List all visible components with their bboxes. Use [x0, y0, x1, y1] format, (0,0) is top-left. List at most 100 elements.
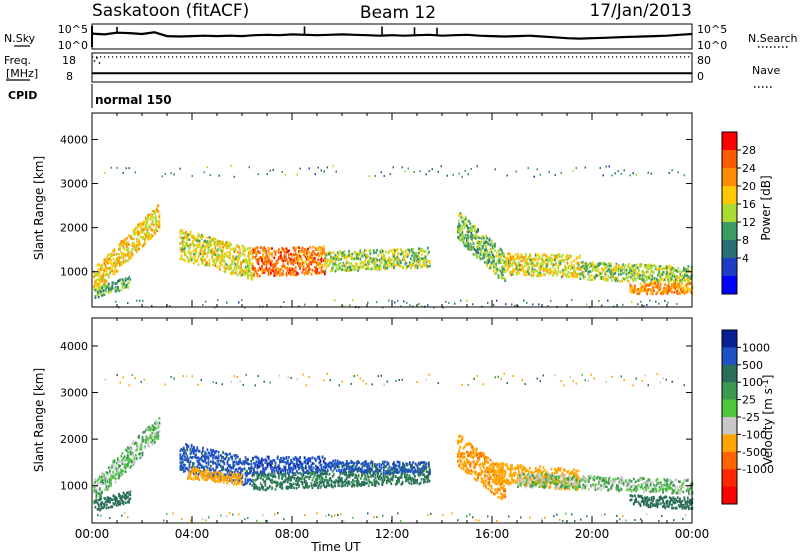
echo-cell	[308, 167, 310, 170]
echo-cell	[202, 446, 204, 450]
echo-cell	[473, 234, 476, 237]
echo-cell	[646, 304, 648, 306]
echo-cell	[494, 266, 496, 269]
echo-cell	[211, 478, 214, 481]
echo-cell	[294, 456, 297, 459]
echo-cell	[222, 245, 224, 249]
echo-cell	[270, 261, 272, 265]
echo-cell	[179, 232, 182, 236]
echo-cell	[617, 265, 620, 268]
echo-cell	[523, 264, 526, 267]
echo-cell	[158, 430, 161, 433]
echo-cell	[484, 250, 486, 254]
echo-cell	[222, 240, 224, 244]
echo-cell	[236, 273, 239, 277]
echo-cell	[141, 451, 144, 455]
echo-cell	[629, 266, 631, 270]
echo-cell	[548, 256, 551, 259]
echo-cell	[408, 249, 411, 252]
echo-cell	[637, 287, 640, 291]
echo-cell	[467, 239, 469, 242]
echo-cell	[309, 468, 312, 471]
echo-cell	[258, 251, 261, 254]
echo-cell	[687, 269, 690, 273]
echo-cell	[542, 272, 545, 276]
echo-cell	[263, 260, 266, 264]
echo-cell	[217, 255, 220, 258]
echo-cell	[266, 262, 269, 265]
echo-cell	[290, 252, 292, 256]
echo-cell	[386, 266, 389, 270]
echo-cell	[119, 248, 121, 251]
echo-cell	[302, 473, 305, 477]
echo-cell	[311, 253, 314, 257]
echo-cell	[353, 268, 356, 272]
echo-cell	[238, 266, 240, 269]
echo-cell	[118, 492, 120, 496]
echo-cell	[138, 434, 140, 438]
echo-cell	[225, 263, 228, 266]
echo-cell	[665, 273, 667, 276]
echo-cell	[103, 503, 106, 507]
echo-cell	[239, 248, 241, 251]
echo-cell	[672, 278, 675, 282]
echo-cell	[241, 462, 244, 466]
echo-cell	[152, 425, 155, 429]
echo-cell	[142, 222, 145, 226]
echo-cell	[173, 173, 175, 176]
echo-cell	[570, 274, 573, 278]
echo-cell	[218, 264, 221, 268]
echo-cell	[215, 466, 218, 470]
echo-cell	[470, 231, 473, 235]
echo-cell	[205, 457, 208, 460]
echo-cell	[293, 258, 296, 261]
echo-cell	[564, 272, 566, 276]
echo-cell	[146, 231, 148, 234]
echo-cell	[404, 249, 407, 253]
echo-cell	[187, 257, 190, 261]
echo-cell	[143, 430, 146, 434]
echo-cell	[629, 286, 632, 289]
echo-cell	[234, 263, 237, 266]
echo-cell	[654, 267, 657, 270]
echo-cell	[230, 473, 232, 477]
echo-cell	[181, 460, 184, 463]
echo-cell	[107, 276, 110, 279]
echo-cell	[281, 468, 284, 471]
echo-cell	[633, 277, 636, 280]
echo-cell	[614, 172, 616, 175]
echo-cell	[634, 285, 636, 289]
echo-cell	[234, 247, 237, 250]
echo-cell	[310, 464, 313, 467]
echo-cell	[458, 237, 460, 240]
echo-cell	[639, 287, 642, 291]
echo-cell	[546, 263, 548, 266]
echo-cell	[396, 261, 399, 264]
echo-cell	[552, 253, 555, 257]
echo-cell	[536, 168, 538, 171]
echo-cell	[282, 262, 285, 266]
echo-cell	[525, 273, 528, 276]
echo-cell	[276, 261, 279, 264]
echo-cell	[226, 462, 229, 466]
echo-cell	[189, 233, 192, 236]
echo-cell	[114, 465, 117, 468]
echo-cell	[608, 270, 611, 273]
echo-cell	[397, 263, 400, 266]
echo-cell	[646, 292, 649, 296]
echo-cell	[632, 265, 635, 268]
echo-cell	[138, 232, 140, 235]
echo-cell	[498, 268, 501, 272]
echo-cell	[204, 258, 206, 261]
echo-cell	[265, 467, 268, 470]
echo-cell	[207, 477, 209, 480]
echo-cell	[679, 273, 682, 277]
echo-cell	[488, 251, 491, 254]
echo-cell	[108, 497, 110, 500]
echo-cell	[685, 283, 688, 287]
echo-cell	[667, 273, 670, 277]
echo-cell	[546, 269, 548, 272]
echo-cell	[462, 221, 465, 224]
echo-cell	[599, 272, 602, 275]
echo-cell	[136, 442, 138, 445]
